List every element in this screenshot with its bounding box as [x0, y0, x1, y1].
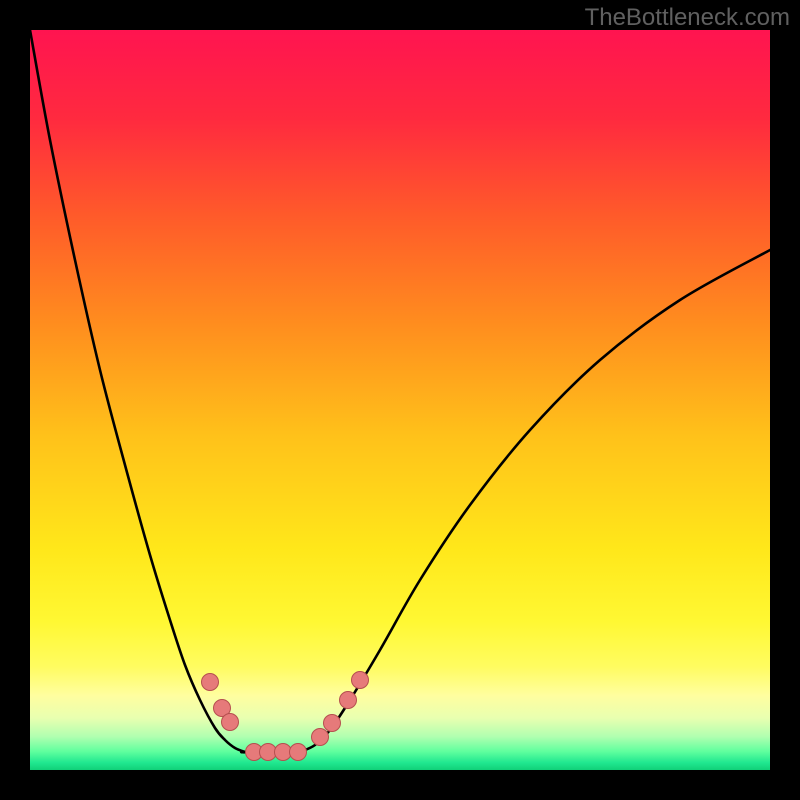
outer-frame: TheBottleneck.com: [0, 0, 800, 800]
watermark-text: TheBottleneck.com: [585, 4, 790, 32]
data-marker: [202, 674, 219, 691]
data-marker: [275, 744, 292, 761]
data-marker: [290, 744, 307, 761]
data-marker: [352, 672, 369, 689]
data-marker: [324, 715, 341, 732]
data-marker: [340, 692, 357, 709]
data-marker: [222, 714, 239, 731]
data-marker: [260, 744, 277, 761]
chart-svg: [0, 0, 800, 800]
gradient-background: [30, 30, 770, 770]
data-marker: [312, 729, 329, 746]
